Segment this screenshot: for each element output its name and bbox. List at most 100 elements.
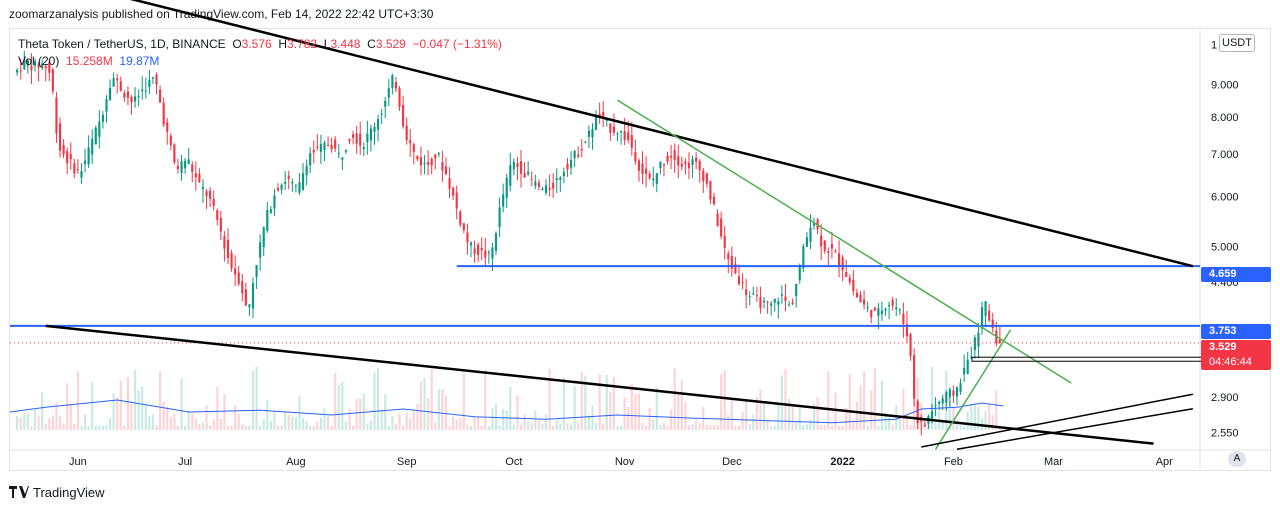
candle-body xyxy=(326,145,330,147)
support-price-badge: 3.753 xyxy=(1201,324,1271,339)
candle-body xyxy=(609,123,612,133)
volume-bar xyxy=(412,411,415,430)
candle-body xyxy=(469,242,473,246)
candle-body xyxy=(176,165,180,170)
candle-body xyxy=(248,304,251,308)
volume-bar xyxy=(691,424,694,430)
volume-bar xyxy=(677,393,680,430)
candle-body xyxy=(455,192,458,209)
candle-body xyxy=(605,119,608,121)
candle-body xyxy=(437,153,440,155)
volume-bar xyxy=(930,367,934,430)
volume-bar xyxy=(602,423,605,430)
candle-body xyxy=(73,163,76,174)
tradingview-logo-icon xyxy=(9,486,29,498)
candle-body xyxy=(205,191,208,197)
volume-bar xyxy=(748,424,751,430)
volume-bar xyxy=(984,410,987,430)
footer-brand[interactable]: TradingView xyxy=(9,483,105,501)
volume-bar xyxy=(251,371,255,430)
volume-bar xyxy=(755,397,758,430)
candle-body xyxy=(973,337,976,351)
candle-body xyxy=(452,187,455,196)
channel-2-trendline xyxy=(956,407,1193,451)
candle-body xyxy=(845,272,848,277)
x-tick-label: Aug xyxy=(286,456,306,468)
auto-scale-button[interactable]: A xyxy=(1228,451,1246,467)
candle-body xyxy=(259,242,262,258)
candle-body xyxy=(941,398,944,404)
candle-body xyxy=(959,382,962,392)
low-value: 3.448 xyxy=(330,37,361,51)
candle-body xyxy=(298,182,301,193)
candle-body xyxy=(427,162,430,165)
candle-body xyxy=(344,149,347,152)
candle-body xyxy=(584,141,587,143)
candle-body xyxy=(677,156,680,166)
y-tick-label: 2.550 xyxy=(1211,428,1239,440)
candle-body xyxy=(144,90,147,92)
candle-body xyxy=(16,69,19,73)
chart-frame xyxy=(9,28,1271,471)
currency-button[interactable]: USDT xyxy=(1219,34,1255,52)
volume-bar xyxy=(405,412,408,430)
candle-body xyxy=(537,182,540,187)
candle-body xyxy=(623,131,626,140)
volume-bar xyxy=(437,389,440,430)
volume-bar xyxy=(809,419,812,430)
volume-bar xyxy=(566,423,569,430)
volume-bar xyxy=(988,403,991,430)
green-resistance-trendline xyxy=(617,99,1072,384)
candle-body xyxy=(516,163,519,167)
volume-bar xyxy=(137,390,140,430)
x-tick-label: Oct xyxy=(505,456,522,468)
volume-bar xyxy=(895,405,898,430)
volume-bar xyxy=(712,424,716,430)
volume-bar xyxy=(134,370,137,430)
volume-bar xyxy=(616,425,619,430)
volume-bar xyxy=(891,424,894,430)
candle-body xyxy=(727,253,730,260)
candle-body xyxy=(641,163,644,174)
volume-bar xyxy=(148,415,151,430)
candle-body xyxy=(938,401,941,405)
candle-body xyxy=(230,253,233,269)
candle-body xyxy=(752,293,755,295)
volume-bar xyxy=(366,423,369,430)
candle-body xyxy=(562,172,565,177)
volume-bar xyxy=(484,370,487,430)
candle-body xyxy=(977,332,980,347)
candle-body xyxy=(51,69,54,92)
volume-bar xyxy=(58,416,62,430)
volume-bar xyxy=(269,420,272,430)
y-tick-label: 2.900 xyxy=(1211,392,1239,404)
candle-body xyxy=(852,279,855,292)
candle-body xyxy=(94,127,97,145)
volume-bar xyxy=(670,409,673,430)
candle-body xyxy=(334,139,337,149)
candle-body xyxy=(963,367,966,375)
candle-body xyxy=(884,308,887,311)
volume-bar xyxy=(105,425,108,430)
symbol-name[interactable]: Theta Token / TetherUS, 1D, BINANCE xyxy=(18,37,226,51)
volume-bar xyxy=(645,425,648,430)
y-tick-label: 8.000 xyxy=(1211,112,1239,124)
volume-bar xyxy=(762,403,766,430)
candle-body xyxy=(348,138,351,141)
volume-bar xyxy=(91,381,94,430)
candle-body xyxy=(548,187,551,190)
candle-body xyxy=(691,159,694,166)
volume-bar xyxy=(498,425,501,430)
y-tick-label: 1 xyxy=(1211,39,1217,51)
candle-body xyxy=(69,154,72,160)
volume-bar xyxy=(966,411,969,430)
candle-body xyxy=(569,160,573,168)
candle-body xyxy=(716,213,719,226)
candle-body xyxy=(577,154,580,157)
volume-bar xyxy=(620,425,623,430)
candle-body xyxy=(180,161,183,173)
volume-label[interactable]: Vol (20) xyxy=(18,54,60,68)
volume-bar xyxy=(169,417,172,430)
volume-bar xyxy=(319,417,322,430)
